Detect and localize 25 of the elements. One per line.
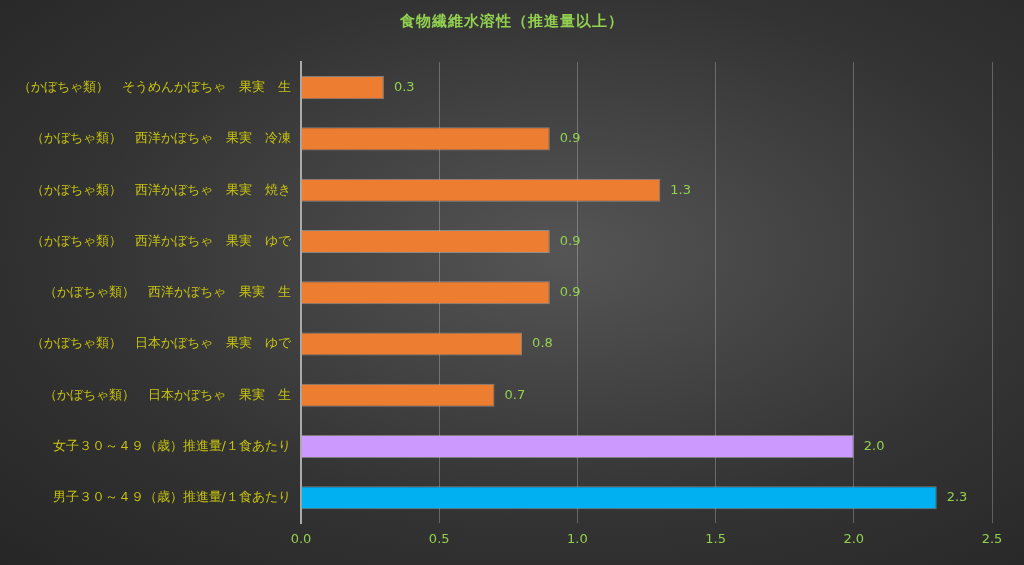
y-tick-label: （かぼちゃ類） 西洋かぼちゃ 果実 冷凍 xyxy=(31,130,291,146)
data-label: 1.3 xyxy=(670,181,692,197)
y-tick-label: （かぼちゃ類） 西洋かぼちゃ 果実 焼き xyxy=(31,181,291,197)
y-tick-label: 男子３０～４９（歳）推進量/１食あたり xyxy=(52,489,291,505)
x-tick-label: 1.5 xyxy=(705,530,726,546)
y-tick-label: （かぼちゃ類） 日本かぼちゃ 果実 ゆで xyxy=(31,335,292,351)
data-label: 2.0 xyxy=(863,437,885,453)
chart-title: 食物繊維水溶性（推進量以上） xyxy=(399,12,625,31)
x-tick-label: 2.5 xyxy=(981,530,1003,546)
data-label: 0.7 xyxy=(504,386,526,402)
data-label: 0.9 xyxy=(559,232,581,248)
x-tick-label: 1.0 xyxy=(567,530,588,546)
data-label: 2.3 xyxy=(946,489,968,505)
y-tick-label: （かぼちゃ類） 西洋かぼちゃ 果実 ゆで xyxy=(31,232,292,248)
y-tick-label: 女子３０～４９（歳）推進量/１食あたり xyxy=(52,437,291,453)
y-tick-label: （かぼちゃ類） 西洋かぼちゃ 果実 生 xyxy=(44,284,291,300)
y-tick-label: （かぼちゃ類） そうめんかぼちゃ 果実 生 xyxy=(18,79,291,95)
data-label: 0.3 xyxy=(393,79,415,95)
x-tick-label: 0.5 xyxy=(428,530,450,546)
data-label: 0.8 xyxy=(532,335,553,351)
data-label: 0.9 xyxy=(559,130,581,146)
x-tick-label: 2.0 xyxy=(843,530,865,546)
y-tick-label: （かぼちゃ類） 日本かぼちゃ 果実 生 xyxy=(44,386,291,402)
x-tick-label: 0.0 xyxy=(290,530,312,546)
data-label: 0.9 xyxy=(559,284,581,300)
